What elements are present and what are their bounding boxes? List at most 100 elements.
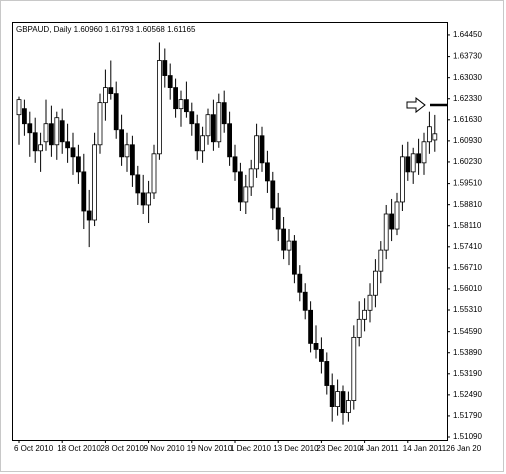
y-tick-label: 1.51090	[453, 432, 482, 441]
candle-body	[194, 123, 200, 152]
y-tick-label: 1.58110	[453, 221, 482, 230]
y-tick-label: 1.54590	[453, 327, 482, 336]
candle-body	[221, 102, 227, 125]
candle-body	[399, 156, 405, 203]
candle-body	[70, 147, 76, 158]
candle-body	[383, 213, 389, 251]
y-tick-label: 1.51790	[453, 411, 482, 420]
candle-body	[426, 126, 432, 143]
y-tick-label: 1.53190	[453, 369, 482, 378]
candle-body	[178, 99, 184, 110]
candle-body	[243, 186, 249, 203]
candle-body	[345, 400, 351, 414]
candle-body	[286, 240, 292, 251]
candle-body	[32, 132, 38, 152]
x-tick-label: 19 Nov 2010	[187, 444, 233, 453]
candle-body	[432, 133, 438, 141]
y-tick-label: 1.52490	[453, 390, 482, 399]
y-tick-label: 1.58810	[453, 200, 482, 209]
candle-body	[367, 294, 373, 311]
candle-body	[167, 75, 173, 89]
y-tick-label: 1.55310	[453, 305, 482, 314]
candle-body	[232, 156, 238, 173]
candle-body	[189, 111, 195, 125]
y-tick-label: 1.64450	[453, 30, 482, 39]
candle-body	[335, 391, 341, 407]
candle-body	[27, 123, 33, 134]
x-tick-label: 23 Dec 2010	[316, 444, 362, 453]
candle-body	[108, 87, 114, 95]
candle-body	[140, 192, 146, 206]
candle-body	[308, 309, 314, 344]
y-tick-label: 1.63030	[453, 73, 482, 82]
x-tick-label: 6 Oct 2010	[14, 444, 54, 453]
candle-body	[210, 114, 216, 143]
candle-body	[227, 123, 233, 158]
candle-body	[129, 144, 135, 176]
candle-body	[351, 336, 357, 401]
candle-body	[146, 192, 152, 206]
candle-body	[248, 168, 254, 188]
candle-body	[86, 210, 92, 221]
candle-body	[378, 249, 384, 272]
candle-body	[237, 171, 243, 203]
candle-body	[49, 123, 54, 146]
candle-body	[183, 99, 189, 113]
y-tick-label: 1.61630	[453, 115, 482, 124]
candle-body	[43, 123, 49, 143]
candle-body	[324, 361, 330, 386]
candle-body	[200, 135, 206, 152]
candle-body	[173, 87, 179, 110]
y-tick-label: 1.60230	[453, 157, 482, 166]
y-tick-label: 1.60930	[453, 136, 482, 145]
candle-body	[372, 270, 378, 296]
candle-body	[54, 117, 60, 146]
y-tick-label: 1.63730	[453, 52, 482, 61]
candle-body	[135, 174, 141, 194]
candle-body	[38, 144, 43, 152]
candle-body	[394, 201, 400, 230]
candle-body	[21, 108, 27, 125]
candle-body	[329, 385, 335, 407]
candle-body	[103, 87, 108, 104]
candle-body	[340, 391, 346, 414]
candle-body	[264, 162, 270, 182]
candle-body	[318, 349, 324, 362]
candle-body	[65, 141, 70, 149]
candle-body	[291, 240, 297, 275]
x-tick-label: 28 Oct 2010	[100, 444, 144, 453]
candle-body	[81, 171, 87, 212]
candle-body	[205, 114, 211, 137]
x-tick-label: 18 Oct 2010	[57, 444, 101, 453]
candle-body	[416, 153, 422, 164]
candle-body	[59, 120, 65, 143]
candle-body	[270, 180, 276, 209]
candle-body	[16, 99, 22, 116]
plot-area	[12, 22, 448, 441]
candle-body	[254, 135, 260, 170]
y-tick-label: 1.62330	[453, 94, 482, 103]
candle-body	[275, 207, 281, 230]
candle-body	[313, 342, 319, 350]
candle-body	[76, 156, 81, 173]
candle-body	[297, 273, 303, 293]
candle-body	[410, 153, 416, 173]
y-tick-label: 1.59510	[453, 179, 482, 188]
price-arrow	[406, 97, 426, 114]
candle-body	[216, 102, 222, 143]
candle-body	[113, 93, 119, 131]
candle-body	[356, 318, 362, 338]
y-tick-label: 1.53890	[453, 348, 482, 357]
candle-body	[302, 291, 308, 311]
candle-body	[421, 141, 427, 164]
candle-body	[124, 144, 130, 158]
candle-body	[362, 309, 368, 320]
x-tick-label: 26 Jan 20	[446, 444, 482, 453]
candle-body	[389, 213, 395, 230]
x-tick-label: 9 Nov 2010	[144, 444, 185, 453]
chart-title: GBPAUD, Daily 1.60960 1.61793 1.60568 1.…	[16, 25, 196, 34]
y-tick-label: 1.56710	[453, 263, 482, 272]
candle-body	[151, 153, 157, 194]
candle-body	[162, 60, 168, 76]
